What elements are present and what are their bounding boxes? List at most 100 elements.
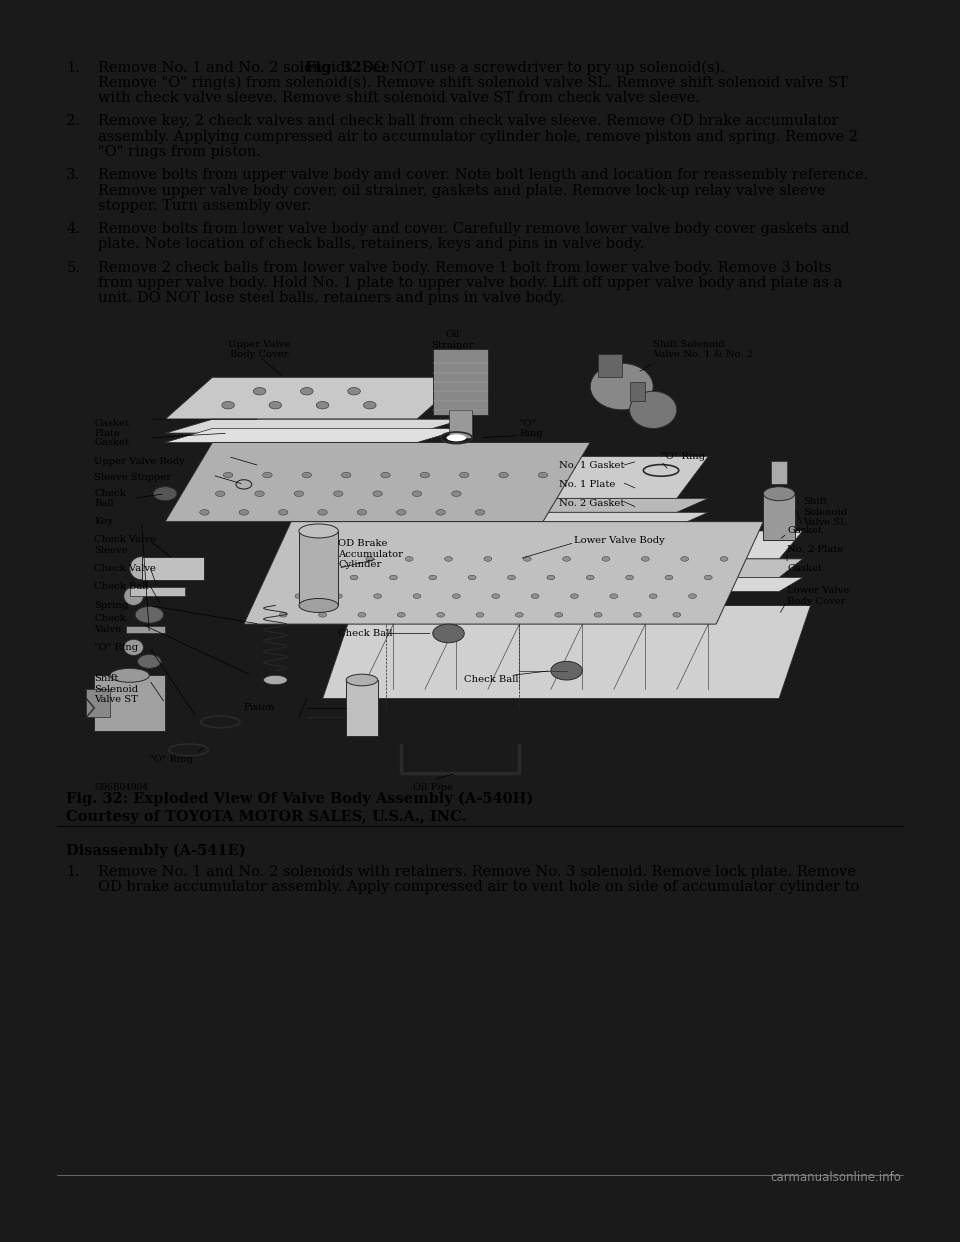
- Circle shape: [484, 556, 492, 561]
- Text: Upper Valve Body: Upper Valve Body: [94, 457, 185, 466]
- Text: Remove No. 1 and No. 2 solenoids with retainers. Remove No. 3 solenoid. Remove l: Remove No. 1 and No. 2 solenoids with re…: [98, 866, 856, 879]
- Circle shape: [429, 575, 437, 580]
- Circle shape: [239, 509, 249, 515]
- Text: Remove upper valve body cover, oil strainer, gaskets and plate. Remove lock-up r: Remove upper valve body cover, oil strai…: [98, 184, 826, 197]
- Ellipse shape: [263, 676, 287, 684]
- Polygon shape: [244, 522, 763, 623]
- Text: No. 2 Plate: No. 2 Plate: [787, 545, 843, 554]
- Text: Remove "O" ring(s) from solenoid(s). Remove shift solenoid valve SL. Remove shif: Remove "O" ring(s) from solenoid(s). Rem…: [98, 76, 848, 91]
- Circle shape: [224, 472, 233, 478]
- Circle shape: [634, 612, 641, 617]
- Ellipse shape: [130, 556, 154, 580]
- Text: from upper valve body. Hold No. 1 plate to upper valve body. Lift off upper valv: from upper valve body. Hold No. 1 plate …: [98, 276, 843, 289]
- Ellipse shape: [299, 599, 338, 612]
- Circle shape: [372, 491, 382, 497]
- Circle shape: [269, 401, 281, 409]
- Circle shape: [468, 575, 476, 580]
- Circle shape: [342, 472, 351, 478]
- Circle shape: [278, 509, 288, 515]
- Circle shape: [641, 556, 649, 561]
- Text: Sleeve Stopper: Sleeve Stopper: [94, 473, 172, 482]
- Circle shape: [720, 556, 728, 561]
- Circle shape: [688, 594, 697, 599]
- Bar: [763, 493, 795, 540]
- Circle shape: [551, 661, 583, 681]
- Circle shape: [366, 556, 373, 561]
- Text: Oil Pipe: Oil Pipe: [413, 782, 453, 791]
- Circle shape: [436, 509, 445, 515]
- Text: Upper Valve
Body Cover: Upper Valve Body Cover: [228, 339, 291, 359]
- Polygon shape: [165, 378, 465, 420]
- Text: assembly. Applying compressed air to accumulator cylinder hole, remove piston an: assembly. Applying compressed air to acc…: [98, 129, 858, 144]
- Circle shape: [492, 594, 499, 599]
- Circle shape: [263, 472, 273, 478]
- Circle shape: [397, 612, 405, 617]
- Polygon shape: [622, 559, 803, 578]
- Text: No. 1 Gasket: No. 1 Gasket: [559, 461, 624, 471]
- Circle shape: [508, 575, 516, 580]
- Text: Remove key, 2 check valves and check ball from check valve sleeve. Remove OD bra: Remove key, 2 check valves and check bal…: [98, 114, 839, 128]
- Circle shape: [253, 388, 266, 395]
- Circle shape: [563, 556, 570, 561]
- Circle shape: [594, 612, 602, 617]
- Circle shape: [333, 491, 343, 497]
- Circle shape: [587, 575, 594, 580]
- Circle shape: [420, 472, 430, 478]
- Circle shape: [358, 612, 366, 617]
- Circle shape: [135, 606, 163, 623]
- Text: 2.: 2.: [66, 114, 81, 128]
- Circle shape: [412, 491, 421, 497]
- Circle shape: [302, 472, 312, 478]
- Circle shape: [499, 472, 509, 478]
- Circle shape: [319, 612, 326, 617]
- Circle shape: [673, 612, 681, 617]
- Circle shape: [523, 556, 531, 561]
- Circle shape: [254, 491, 264, 497]
- Circle shape: [413, 594, 420, 599]
- Circle shape: [610, 594, 618, 599]
- Circle shape: [555, 612, 563, 617]
- Bar: [141, 556, 204, 580]
- Text: plate. Note location of check balls, retainers, keys and pins in valve body.: plate. Note location of check balls, ret…: [98, 237, 644, 251]
- Polygon shape: [165, 420, 465, 433]
- Circle shape: [390, 575, 397, 580]
- Text: Remove 2 check balls from lower valve body. Remove 1 bolt from lower valve body.: Remove 2 check balls from lower valve bo…: [98, 261, 831, 274]
- Circle shape: [405, 556, 413, 561]
- Ellipse shape: [124, 640, 143, 656]
- Text: 5.: 5.: [66, 261, 81, 274]
- Bar: [299, 532, 338, 606]
- Text: Gasket: Gasket: [787, 564, 822, 573]
- Circle shape: [215, 491, 225, 497]
- Circle shape: [433, 623, 465, 643]
- Circle shape: [373, 594, 381, 599]
- Polygon shape: [480, 498, 708, 513]
- Text: Courtesy of TOYOTA MOTOR SALES, U.S.A., INC.: Courtesy of TOYOTA MOTOR SALES, U.S.A., …: [66, 810, 467, 823]
- Text: Gasket: Gasket: [787, 527, 822, 535]
- Text: Gasket
Plate: Gasket Plate: [94, 419, 130, 438]
- Text: Remove bolts from lower valve body and cover. Carefully remove lower valve body : Remove bolts from lower valve body and c…: [98, 222, 850, 236]
- Ellipse shape: [299, 524, 338, 538]
- Text: No. 2 Gasket: No. 2 Gasket: [559, 498, 624, 508]
- Text: No. 1 Plate: No. 1 Plate: [559, 479, 615, 489]
- Text: Disassembly (A-541E): Disassembly (A-541E): [66, 843, 246, 858]
- Circle shape: [222, 401, 234, 409]
- Polygon shape: [480, 513, 708, 527]
- Text: "O" rings from piston.: "O" rings from piston.: [98, 145, 261, 159]
- Ellipse shape: [763, 487, 795, 501]
- Text: Spring: Spring: [94, 601, 129, 610]
- Circle shape: [705, 575, 712, 580]
- Circle shape: [516, 612, 523, 617]
- Circle shape: [539, 472, 548, 478]
- Ellipse shape: [110, 668, 150, 682]
- Text: OD Brake
Accumulator
Cylinder: OD Brake Accumulator Cylinder: [338, 539, 403, 569]
- Circle shape: [665, 575, 673, 580]
- Polygon shape: [165, 428, 465, 442]
- Bar: [433, 349, 488, 415]
- Circle shape: [460, 472, 469, 478]
- Circle shape: [154, 487, 177, 501]
- Circle shape: [357, 509, 367, 515]
- Text: with check valve sleeve. Remove shift solenoid valve ST from check valve sleeve.: with check valve sleeve. Remove shift so…: [98, 91, 700, 106]
- Bar: [130, 587, 184, 596]
- Circle shape: [326, 556, 334, 561]
- Bar: [126, 626, 165, 633]
